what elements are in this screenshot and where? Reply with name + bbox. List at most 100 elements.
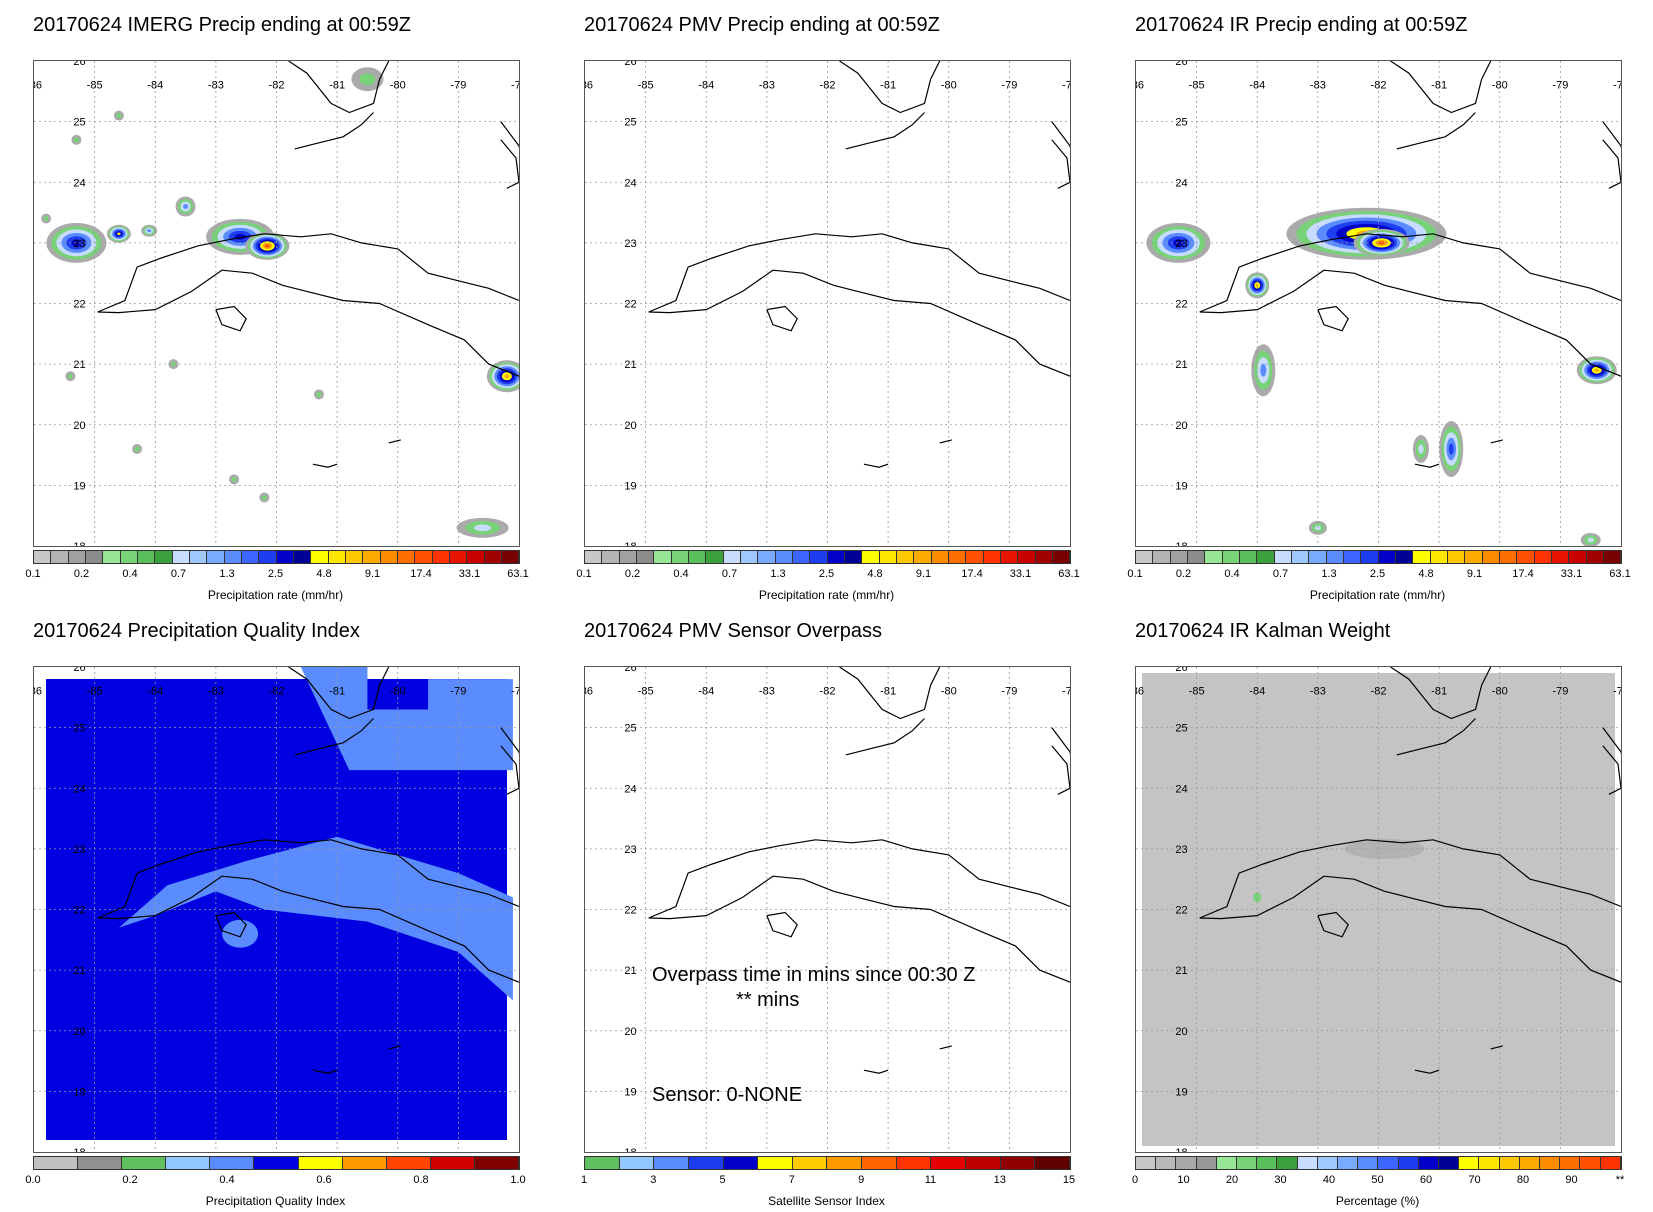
colorbar (33, 550, 520, 564)
lat-label: 26 (1175, 667, 1187, 674)
panel-title: 20170624 PMV Precip ending at 00:59Z (584, 14, 940, 36)
colorbar-tick-label: 30 (1274, 1174, 1287, 1186)
colorbar-swatch (1018, 551, 1036, 563)
colorbar-swatch (51, 551, 69, 563)
colorbar (33, 1156, 520, 1170)
map-pmv-precip: -86 -85 -84 -83 -82 -81 -80 -79 -78 26 25 24 23 22 21 2… (584, 60, 1071, 547)
colorbar-swatch (585, 551, 603, 563)
panel-title: 20170624 IR Kalman Weight (1135, 620, 1391, 642)
lon-label: -86 (1136, 79, 1144, 91)
colorbar (1135, 1156, 1622, 1170)
colorbar-swatch (792, 1157, 828, 1169)
colorbar-tick-label: 17.4 (1512, 568, 1534, 580)
colorbar-swatch (276, 551, 294, 563)
colorbar-tick-label: 2.5 (818, 568, 835, 580)
colorbar-swatch (1035, 551, 1053, 563)
colorbar-swatch (1196, 1157, 1217, 1169)
pqi-region (118, 836, 513, 1001)
precip-cell (73, 137, 79, 143)
lon-label: -83 (208, 685, 224, 697)
colorbar-swatch (706, 551, 724, 563)
lon-label: -80 (1492, 79, 1508, 91)
colorbar-swatch (602, 551, 620, 563)
colorbar-tick-label: 63.1 (1609, 568, 1631, 580)
colorbar-swatch (1277, 1157, 1298, 1169)
colorbar-label: Percentage (%) (1335, 1194, 1420, 1208)
lon-label: -84 (1249, 79, 1265, 91)
colorbar-swatch (386, 1157, 431, 1169)
lat-label: 18 (73, 541, 85, 546)
map-quality-index: -86 -85 -84 -83 -82 -81 -80 -79 -78 26 25 24 23 22 21 2… (33, 666, 520, 1153)
colorbar-swatch (345, 551, 364, 563)
colorbar-swatch (879, 551, 897, 563)
colorbar-swatch (983, 551, 1001, 563)
colorbar-swatch (1156, 1157, 1177, 1169)
precip-cell (261, 495, 267, 500)
colorbar-tick-label: 0 (1131, 1174, 1139, 1186)
colorbar-swatch (1257, 551, 1275, 563)
colorbar (584, 550, 1071, 564)
colorbar-swatch (449, 551, 468, 563)
lon-label: -81 (329, 79, 345, 91)
colorbar-label: Precipitation rate (mm/hr) (207, 588, 344, 602)
map-canvas: -86 -85 -84 -83 -82 -81 -80 -79 -78 26 25 24 23 22 21 2… (1136, 61, 1621, 546)
colorbar-swatch (342, 1157, 387, 1169)
lat-label: 21 (73, 965, 85, 977)
lon-label: -78 (1062, 79, 1070, 91)
precip-cell (1255, 283, 1259, 287)
colorbar-tick-label: 10 (1177, 1174, 1190, 1186)
colorbar-swatch (1297, 1157, 1318, 1169)
colorbar-swatch (1361, 551, 1379, 563)
colorbar-swatch (254, 1157, 299, 1169)
colorbar-tick-label: 0.1 (1127, 568, 1143, 580)
colorbar-swatch (758, 551, 776, 563)
colorbar-tick-label: 63.1 (1058, 568, 1080, 580)
precip-cell (71, 239, 82, 247)
lon-label: -82 (269, 685, 285, 697)
lat-label: 23 (73, 238, 85, 250)
precip-cell (504, 374, 510, 379)
colorbar-swatch (189, 551, 208, 563)
panel-title: 20170624 IMERG Precip ending at 00:59Z (33, 14, 412, 36)
lon-label: -83 (208, 79, 224, 91)
colorbar-swatch (1136, 1157, 1157, 1169)
colorbar-swatch (1418, 1157, 1440, 1169)
colorbar-swatch (1239, 551, 1258, 563)
colorbar-swatch (619, 1157, 655, 1169)
colorbar-swatch (896, 1157, 932, 1169)
colorbar-swatch (34, 1157, 79, 1169)
colorbar-swatch (810, 551, 828, 563)
lon-label: -80 (941, 685, 957, 697)
colorbar-tick-label: 0.4 (122, 568, 138, 580)
colorbar-swatch (1534, 551, 1552, 563)
lon-label: -81 (1431, 79, 1447, 91)
precip-cell (170, 361, 176, 367)
lon-label: -83 (759, 79, 775, 91)
lat-label: 21 (624, 965, 636, 977)
lon-label: -85 (1189, 79, 1205, 91)
colorbar-swatch (1216, 1157, 1238, 1169)
colorbar-swatch (259, 551, 277, 563)
lat-label: 25 (73, 723, 85, 735)
colorbar-swatch (1237, 1157, 1258, 1169)
lon-label: -83 (1310, 79, 1326, 91)
colorbar-swatch (654, 551, 672, 563)
colorbar-swatch (966, 1157, 1001, 1169)
lat-label: 25 (624, 723, 636, 735)
lon-label: -82 (1371, 685, 1387, 697)
lon-label: -82 (269, 79, 285, 91)
colorbar-tick-label: 1.3 (219, 568, 235, 580)
lat-label: 20 (1175, 420, 1187, 432)
coastline (648, 667, 1070, 1074)
colorbar-tick-label: 0.0 (25, 1174, 41, 1186)
lon-label: -82 (1371, 79, 1387, 91)
precip-cell (147, 229, 152, 233)
lat-label: 22 (73, 299, 85, 311)
lat-label: 22 (73, 905, 85, 917)
colorbar-swatch (1551, 551, 1570, 563)
colorbar-tick-label: 70 (1468, 1174, 1481, 1186)
colorbar-swatch (484, 551, 502, 563)
colorbar-swatch (1519, 1157, 1541, 1169)
lon-label: -86 (585, 79, 593, 91)
colorbar-tick-label: 4.8 (867, 568, 883, 580)
